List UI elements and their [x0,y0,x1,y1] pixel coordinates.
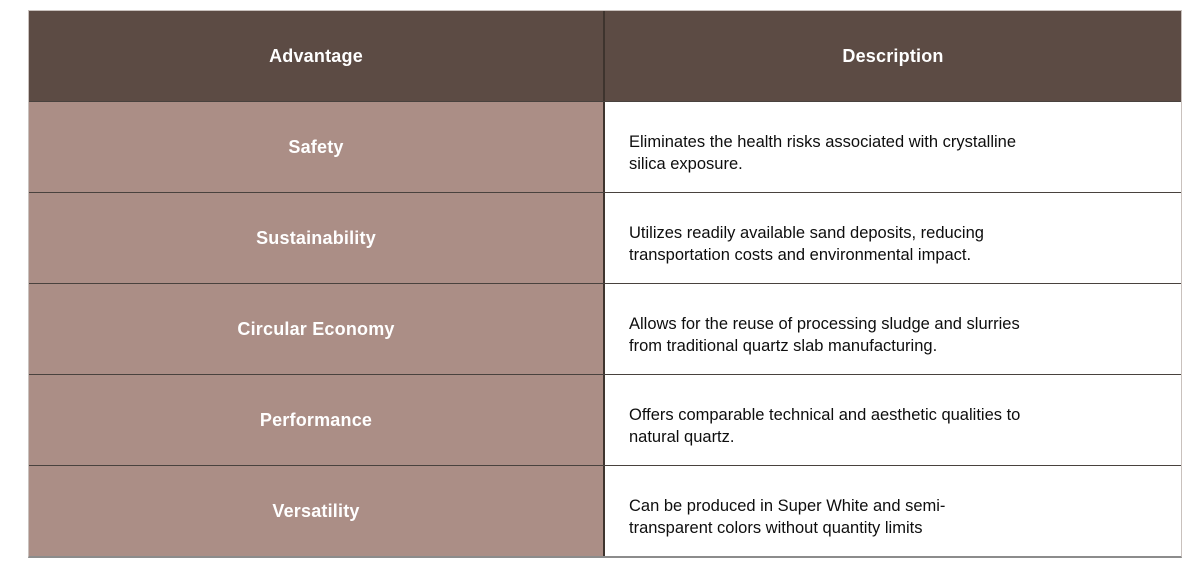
description-cell: Eliminates the health risks associated w… [605,102,1181,192]
description-cell: Offers comparable technical and aestheti… [605,375,1181,465]
advantage-cell: Sustainability [29,193,605,283]
advantages-table: Advantage Description Safety Eliminates … [28,10,1182,558]
table-row-circular-economy: Circular Economy Allows for the reuse of… [29,283,1181,374]
table-header-row: Advantage Description [29,11,1181,101]
table-row-safety: Safety Eliminates the health risks assoc… [29,101,1181,192]
description-cell: Can be produced in Super White and semi-… [605,466,1181,556]
table-row-performance: Performance Offers comparable technical … [29,374,1181,465]
description-cell: Allows for the reuse of processing sludg… [605,284,1181,374]
advantage-cell: Safety [29,102,605,192]
column-header-description: Description [605,11,1181,101]
table-row-versatility: Versatility Can be produced in Super Whi… [29,465,1181,556]
table-row-sustainability: Sustainability Utilizes readily availabl… [29,192,1181,283]
advantage-cell: Performance [29,375,605,465]
column-header-advantage: Advantage [29,11,605,101]
advantage-cell: Versatility [29,466,605,556]
advantage-cell: Circular Economy [29,284,605,374]
description-cell: Utilizes readily available sand deposits… [605,193,1181,283]
